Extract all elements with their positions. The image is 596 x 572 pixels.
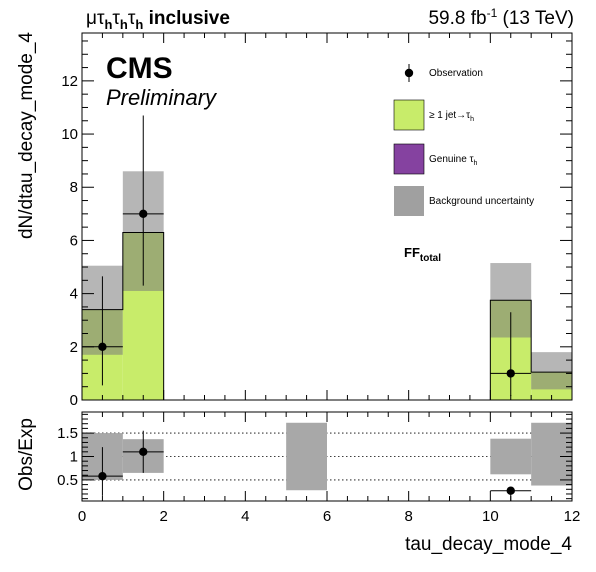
ratio-y-axis-title: Obs/Exp bbox=[16, 418, 37, 491]
observation-point bbox=[139, 209, 148, 219]
main-y-tick-label: 2 bbox=[70, 339, 78, 356]
observation-point bbox=[506, 369, 515, 378]
legend-uncertainty-swatch bbox=[394, 186, 424, 216]
ratio-point bbox=[139, 447, 148, 457]
legend-observation-marker bbox=[404, 68, 414, 78]
axes: 0 2 4 6 8 10 12 0 2 4 6 8 10 12 0.5 1 1.5 bbox=[57, 32, 581, 525]
ratio-y-tick-label: 0.5 bbox=[57, 472, 78, 489]
x-tick-label: 0 bbox=[78, 508, 86, 525]
ratio-uncertainty-band bbox=[531, 422, 572, 486]
ratio-point bbox=[98, 471, 107, 481]
legend-observation-label: Observation bbox=[429, 68, 483, 79]
main-y-tick-label: 6 bbox=[70, 232, 78, 249]
legend-jet-to-tau-swatch bbox=[393, 99, 425, 131]
main-y-axis-title: dN/dtau_decay_mode_4 bbox=[16, 32, 37, 239]
x-tick-label: 6 bbox=[323, 508, 331, 525]
main-y-tick-label: 10 bbox=[61, 126, 78, 143]
legend-jet-to-tau-label: ≥ 1 jet→τh bbox=[429, 110, 474, 123]
x-tick-label: 2 bbox=[159, 508, 167, 525]
ratio-uncertainty-band bbox=[490, 438, 532, 475]
main-y-tick-label: 0 bbox=[70, 392, 78, 409]
x-tick-label: 12 bbox=[564, 508, 581, 525]
x-tick-label: 4 bbox=[241, 508, 249, 525]
x-axis-title: tau_decay_mode_4 bbox=[405, 534, 572, 555]
legend-genuine-tau-label: Genuine τh bbox=[429, 154, 478, 167]
ratio-y-tick-label: 1 bbox=[70, 449, 78, 466]
main-y-tick-label: 4 bbox=[70, 286, 78, 303]
channel-label: μτhτhτh inclusive bbox=[86, 8, 230, 32]
ratio-uncertainty-band bbox=[286, 422, 327, 491]
legend: Observation ≥ 1 jet→τh Genuine τh Backgroun… bbox=[393, 64, 534, 216]
preliminary-label: Preliminary bbox=[106, 85, 218, 110]
main-y-tick-label: 12 bbox=[61, 73, 78, 90]
cms-label: CMS bbox=[106, 52, 173, 85]
luminosity-label: 59.8 fb-1 (13 TeV) bbox=[428, 6, 574, 29]
chart-marks bbox=[81, 115, 572, 501]
legend-uncertainty-label: Background uncertainty bbox=[429, 196, 534, 207]
observation-point bbox=[98, 342, 107, 352]
uncertainty-band bbox=[531, 352, 572, 390]
ratio-point bbox=[506, 486, 515, 495]
x-tick-label: 8 bbox=[404, 508, 412, 525]
x-tick-label: 10 bbox=[482, 508, 499, 525]
ff-label: FFtotal bbox=[404, 245, 441, 264]
main-y-tick-label: 8 bbox=[70, 179, 78, 196]
legend-genuine-tau-swatch bbox=[393, 143, 425, 175]
ratio-y-tick-label: 1.5 bbox=[57, 425, 78, 442]
